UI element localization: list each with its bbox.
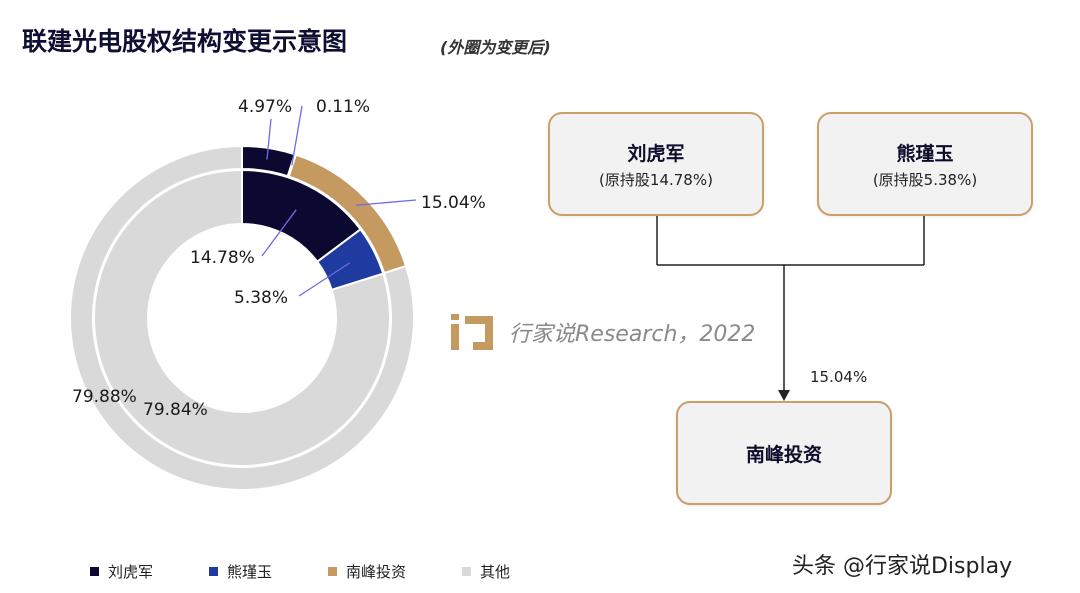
connector-lines	[656, 216, 925, 392]
shareholder-name: 熊瑾玉	[896, 142, 954, 165]
outer-leader-line-1	[291, 105, 303, 166]
shareholder-box-liu: 刘虎军 (原持股14.78%)	[548, 112, 764, 216]
legend-label: 南峰投资	[346, 563, 407, 581]
chart-legend: 刘虎军 熊瑾玉 南峰投资 其他	[90, 561, 566, 582]
outer-data-label-2: 15.04%	[421, 193, 486, 213]
donut-rings	[69, 144, 415, 491]
outer-data-label-3: 79.88%	[72, 387, 137, 407]
page-subtitle: (外圈为变更后)	[440, 38, 551, 57]
inner-data-label-1: 5.38%	[234, 288, 288, 308]
watermark-logo-icon	[451, 314, 493, 350]
legend-label: 熊瑾玉	[227, 563, 273, 581]
footer-credit: 头条 @行家说Display	[792, 554, 1013, 579]
outer-data-label-1: 0.11%	[316, 97, 370, 117]
legend-label: 其他	[480, 563, 511, 581]
inner-data-label-3: 79.84%	[143, 400, 208, 420]
legend-item: 南峰投资	[328, 561, 406, 582]
inner-leader-line-1	[298, 262, 351, 297]
shareholder-box-xiong: 熊瑾玉 (原持股5.38%)	[817, 112, 1033, 216]
page-title: 联建光电股权结构变更示意图	[22, 27, 348, 56]
arrow-label: 15.04%	[810, 368, 867, 386]
legend-item: 熊瑾玉	[209, 561, 272, 582]
target-box-nanfeng: 南峰投资	[676, 401, 892, 505]
outer-leader-line-0	[266, 118, 272, 160]
arrow-head	[778, 390, 790, 401]
donut-callouts: 4.97% 0.11% 15.04% 79.88% 14.78% 5.38% 79.84%	[72, 97, 486, 420]
outer-data-label-0: 4.97%	[238, 97, 292, 117]
inner-leader-line-0	[261, 209, 297, 257]
legend-swatch	[209, 567, 219, 576]
outer-leader-line-2	[356, 199, 417, 206]
shareholder-note: (原持股14.78%)	[599, 170, 713, 189]
target-name: 南峰投资	[745, 443, 822, 466]
inner-data-label-0: 14.78%	[190, 248, 255, 268]
inner-slice-3	[93, 168, 391, 467]
legend-item: 刘虎军	[90, 561, 153, 582]
watermark-text: 行家说Research，2022	[509, 322, 756, 347]
legend-label: 刘虎军	[108, 563, 154, 581]
legend-swatch	[462, 567, 472, 576]
shareholder-name: 刘虎军	[627, 142, 685, 165]
legend-swatch	[90, 567, 99, 576]
watermark: 行家说Research，2022	[449, 312, 755, 352]
legend-swatch	[328, 567, 338, 576]
shareholder-note: (原持股5.38%)	[872, 170, 978, 189]
legend-item: 其他	[462, 561, 510, 582]
